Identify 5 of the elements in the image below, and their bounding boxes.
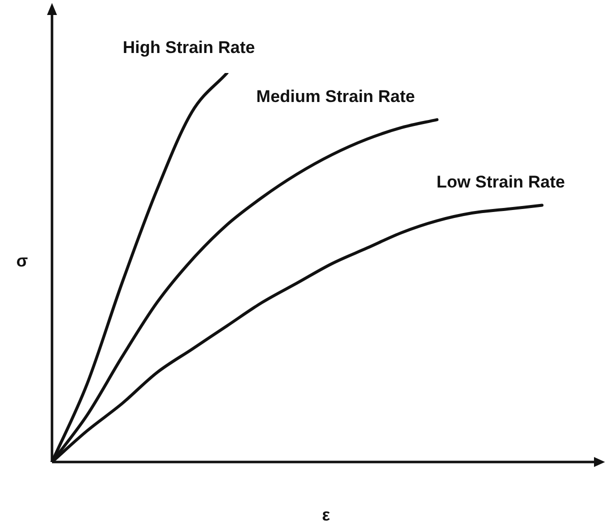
series-label: Medium Strain Rate bbox=[256, 86, 415, 106]
y-axis-title: σ bbox=[16, 252, 28, 271]
series-label: Low Strain Rate bbox=[436, 172, 565, 192]
x-axis-title: ε bbox=[322, 506, 330, 525]
series-label: High Strain Rate bbox=[122, 38, 255, 58]
